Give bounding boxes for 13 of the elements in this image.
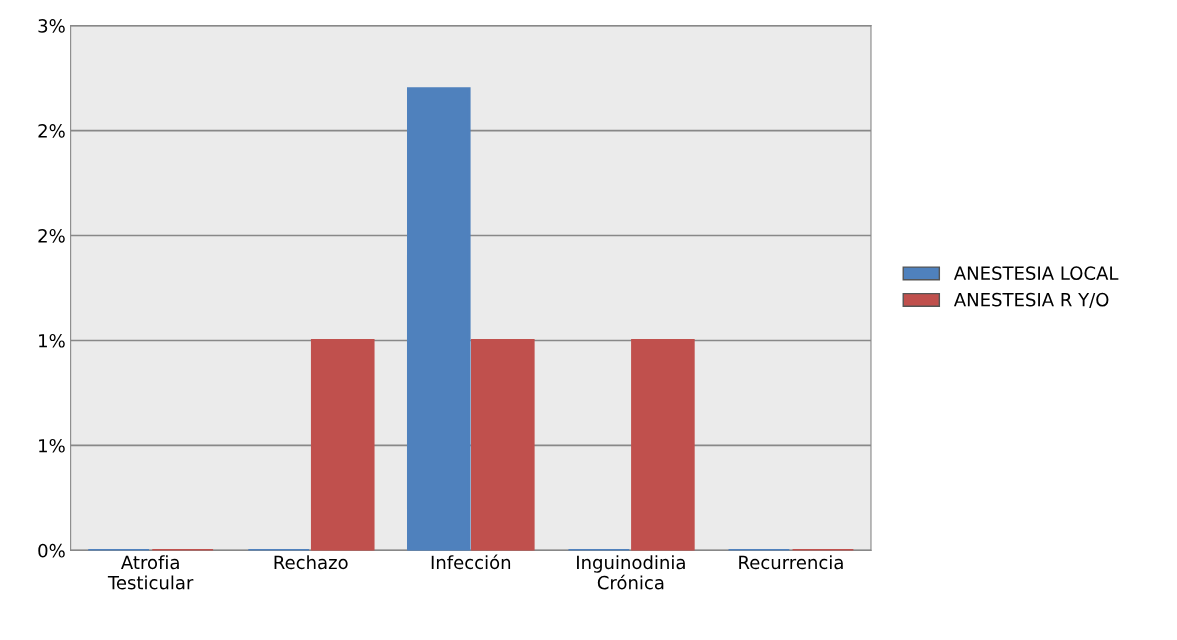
x-tick-label: Recurrencia xyxy=(739,555,843,570)
y-tick-label: 0% xyxy=(38,543,65,558)
x-tick-label: Rechazo xyxy=(274,555,348,570)
legend-label: ANESTESIA LOCAL xyxy=(953,266,1119,280)
y-tick-label: 3% xyxy=(38,19,65,33)
x-tick-label: Atrofia Testicular xyxy=(107,555,194,590)
x-tick-label: Infección xyxy=(431,554,511,570)
x-tick-label: Inguinodinia Crónica xyxy=(577,555,685,590)
y-tick-label: 2% xyxy=(38,124,65,138)
y-tick-label: 1% xyxy=(39,438,65,453)
y-tick-label: 1% xyxy=(39,333,65,348)
legend-label: ANESTESIA R Y/O xyxy=(953,292,1109,308)
y-tick-label: 2% xyxy=(38,228,65,243)
